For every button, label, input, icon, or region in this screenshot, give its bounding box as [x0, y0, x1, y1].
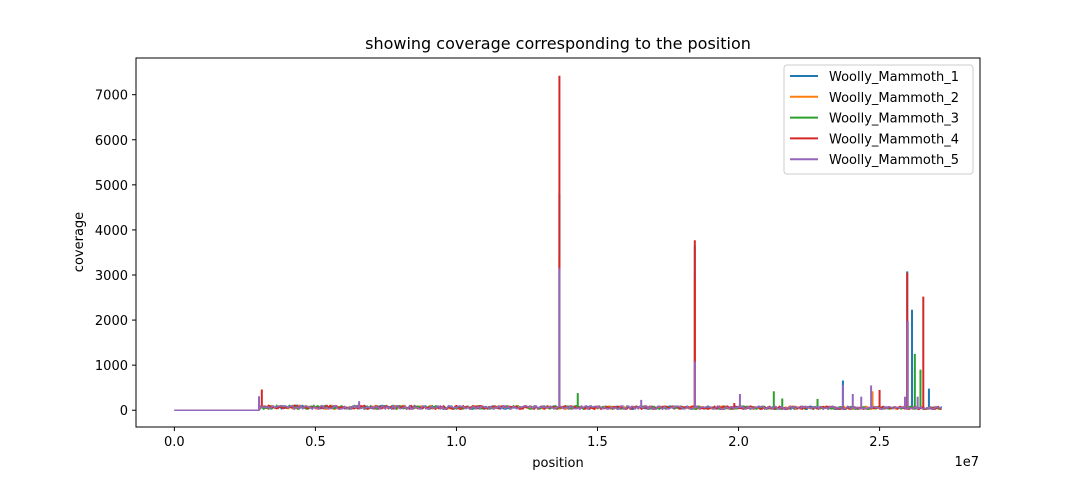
legend-label: Woolly_Mammoth_4 — [829, 132, 959, 147]
legend-label: Woolly_Mammoth_3 — [829, 112, 959, 127]
series-layer — [174, 75, 943, 411]
x-tick-label: 1.0 — [446, 435, 467, 450]
x-tick-label: 1.5 — [587, 435, 608, 450]
legend-label: Woolly_Mammoth_5 — [829, 153, 959, 168]
x-tick-label: 2.0 — [728, 435, 749, 450]
y-tick-label: 5000 — [95, 179, 128, 194]
y-axis-label: coverage — [72, 212, 87, 272]
y-axis: 0 1000 2000 3000 4000 5000 6000 7000 — [95, 89, 136, 419]
x-tick-label: 0.5 — [305, 435, 326, 450]
x-axis-label: position — [532, 456, 584, 471]
y-tick-label: 6000 — [95, 134, 128, 149]
y-tick-label: 2000 — [95, 314, 128, 329]
legend: Woolly_Mammoth_1 Woolly_Mammoth_2 Woolly_M… — [783, 64, 974, 175]
y-tick-label: 7000 — [95, 89, 128, 104]
y-tick-label: 0 — [120, 404, 128, 419]
legend-label: Woolly_Mammoth_2 — [829, 91, 959, 106]
legend-label: Woolly_Mammoth_1 — [829, 70, 959, 85]
x-axis-offset-label: 1e7 — [954, 455, 979, 470]
x-tick-label: 0.0 — [164, 435, 185, 450]
x-tick-label: 2.5 — [869, 435, 890, 450]
series-baseline — [174, 404, 942, 411]
y-tick-label: 4000 — [95, 224, 128, 239]
y-tick-label: 1000 — [95, 359, 128, 374]
chart-title: showing coverage corresponding to the po… — [365, 34, 751, 53]
x-axis: 0.0 0.5 1.0 1.5 2.0 2.5 — [164, 427, 890, 450]
plot-frame — [135, 57, 981, 428]
y-tick-label: 3000 — [95, 269, 128, 284]
series-line — [174, 268, 942, 411]
legend-box — [783, 64, 974, 175]
